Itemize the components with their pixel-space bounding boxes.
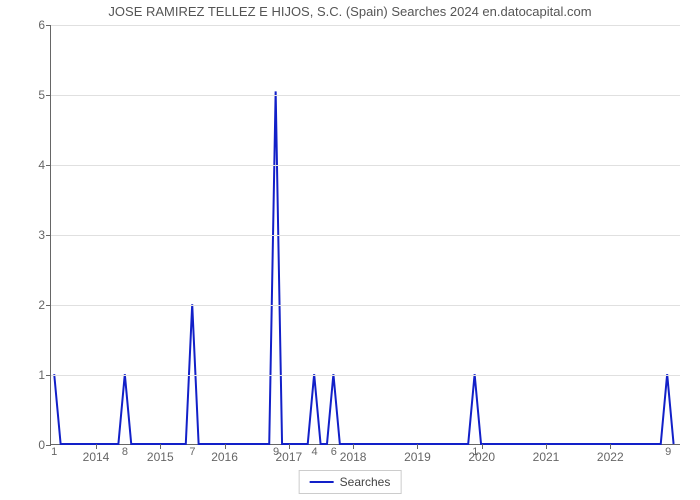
- gridline-h: [51, 235, 680, 236]
- y-tick-mark: [46, 95, 51, 96]
- peak-value-label: 9: [273, 446, 279, 458]
- x-tick-mark: [353, 444, 354, 449]
- peak-value-label: 7: [189, 446, 195, 458]
- peak-value-label: 9: [665, 446, 671, 458]
- peak-value-label: 1: [472, 446, 478, 458]
- y-tick-mark: [46, 235, 51, 236]
- x-tick-label: 2015: [147, 450, 174, 464]
- gridline-h: [51, 165, 680, 166]
- x-tick-mark: [160, 444, 161, 449]
- legend-label: Searches: [340, 475, 391, 489]
- y-tick-label: 6: [38, 18, 45, 32]
- y-tick-label: 5: [38, 88, 45, 102]
- peak-value-label: 8: [122, 446, 128, 458]
- legend-swatch: [310, 481, 334, 483]
- y-tick-label: 3: [38, 228, 45, 242]
- y-tick-label: 0: [38, 438, 45, 452]
- x-tick-label: 2014: [83, 450, 110, 464]
- y-tick-label: 2: [38, 298, 45, 312]
- x-tick-mark: [225, 444, 226, 449]
- x-tick-mark: [482, 444, 483, 449]
- y-tick-mark: [46, 25, 51, 26]
- x-tick-mark: [546, 444, 547, 449]
- y-tick-label: 4: [38, 158, 45, 172]
- x-tick-label: 2021: [533, 450, 560, 464]
- gridline-h: [51, 375, 680, 376]
- chart-title: JOSE RAMIREZ TELLEZ E HIJOS, S.C. (Spain…: [0, 4, 700, 19]
- y-tick-label: 1: [38, 368, 45, 382]
- y-tick-mark: [46, 305, 51, 306]
- peak-value-label: 1: [51, 446, 57, 458]
- x-tick-mark: [417, 444, 418, 449]
- x-tick-label: 2018: [340, 450, 367, 464]
- y-tick-mark: [46, 375, 51, 376]
- x-tick-label: 2019: [404, 450, 431, 464]
- x-tick-mark: [96, 444, 97, 449]
- searches-line: [54, 91, 673, 444]
- x-tick-label: 2017: [275, 450, 302, 464]
- x-tick-mark: [610, 444, 611, 449]
- chart-container: JOSE RAMIREZ TELLEZ E HIJOS, S.C. (Spain…: [0, 0, 700, 500]
- gridline-h: [51, 25, 680, 26]
- y-tick-mark: [46, 165, 51, 166]
- x-tick-label: 2016: [211, 450, 238, 464]
- gridline-h: [51, 95, 680, 96]
- plot-area: 0123456201420152016201720182019202020212…: [50, 25, 680, 445]
- x-tick-mark: [289, 444, 290, 449]
- peak-value-label: 4: [312, 446, 318, 458]
- peak-value-label: 6: [331, 446, 337, 458]
- legend: Searches: [299, 470, 402, 494]
- x-tick-label: 2022: [597, 450, 624, 464]
- gridline-h: [51, 305, 680, 306]
